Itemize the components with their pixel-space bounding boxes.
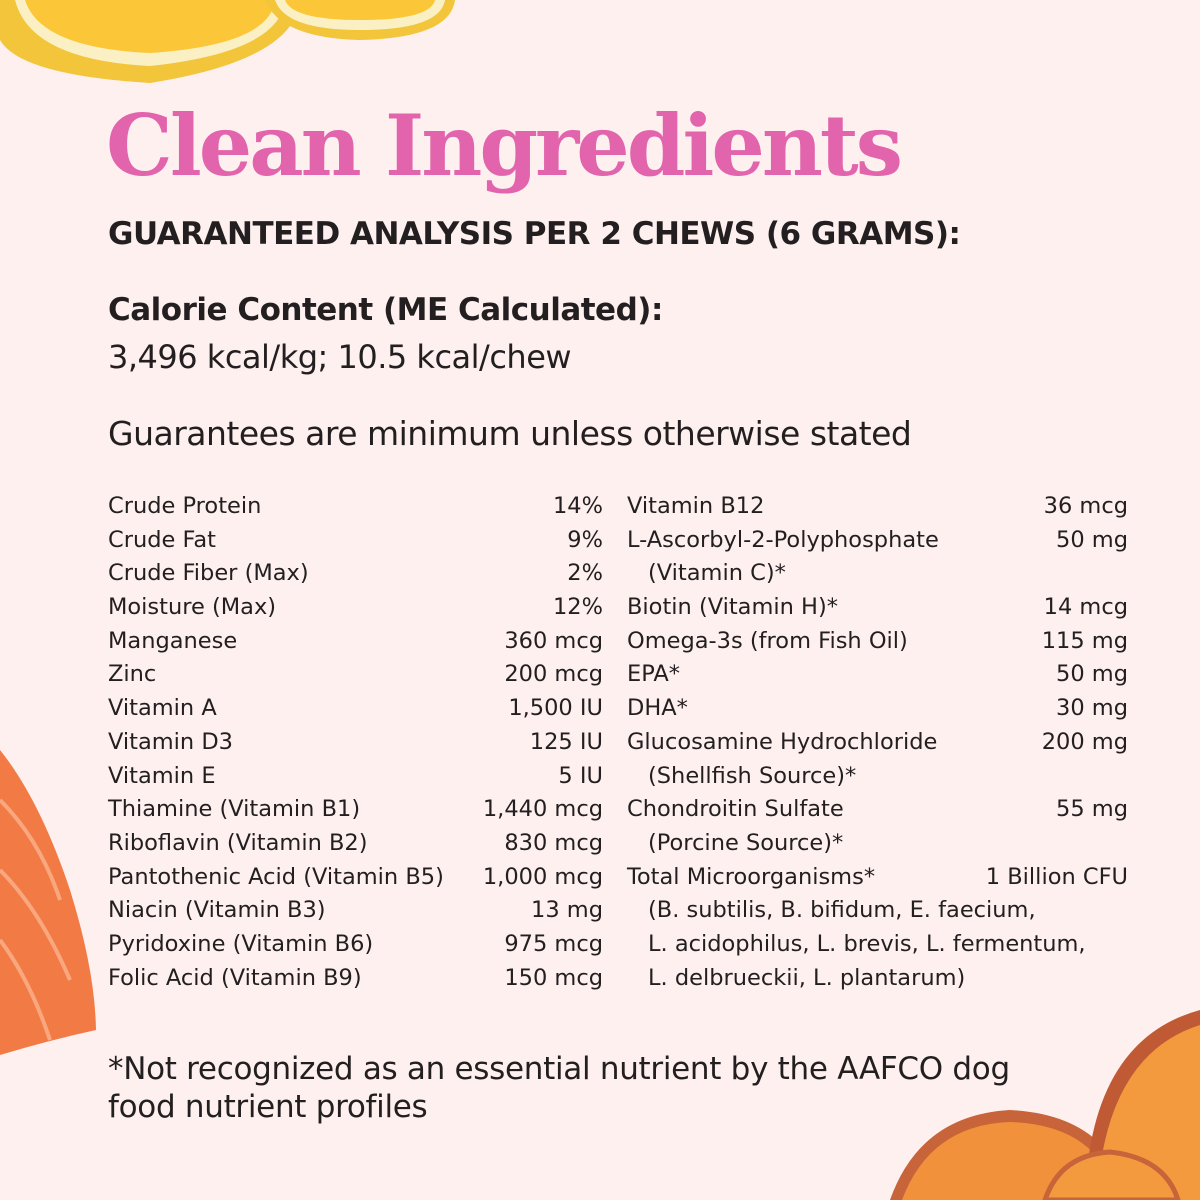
nutrient-row: (B. subtilis, B. bifidum, E. faecium,	[627, 894, 1128, 928]
nutrient-name: (Vitamin C)*	[648, 560, 786, 587]
nutrient-amount: 36 mcg	[1043, 493, 1128, 519]
nutrient-amount: 2%	[567, 560, 603, 587]
nutrient-name: L. delbrueckii, L. plantarum)	[648, 964, 966, 991]
nutrient-name: Manganese	[108, 627, 238, 654]
nutrient-amount: 14%	[552, 493, 603, 519]
nutrient-name: Chondroitin Sulfate	[627, 796, 844, 823]
nutrient-amount: 1,000 mcg	[482, 863, 603, 890]
nutrient-row: Crude Protein 14%	[108, 490, 603, 524]
nutrient-name: Crude Protein	[108, 493, 262, 519]
nutrient-amount: 150 mcg	[504, 964, 603, 991]
nutrient-row: Pyridoxine (Vitamin B6) 975 mcg	[108, 928, 603, 962]
nutrient-row: Chondroitin Sulfate 55 mg	[627, 793, 1128, 827]
page-title: Clean Ingredients	[106, 96, 903, 195]
nutrient-name: Crude Fiber (Max)	[108, 560, 309, 587]
nutrient-row: Moisture (Max) 12%	[108, 591, 603, 625]
nutrient-name: Folic Acid (Vitamin B9)	[108, 964, 362, 991]
nutrient-name: Vitamin B12	[627, 493, 765, 519]
calorie-content-label: Calorie Content (ME Calculated):	[108, 292, 663, 328]
nutrient-amount: 13 mg	[531, 897, 603, 924]
nutrient-row: Thiamine (Vitamin B1) 1,440 mcg	[108, 793, 603, 827]
nutrient-row: (Shellfish Source)*	[627, 760, 1128, 794]
nutrient-name: Riboflavin (Vitamin B2)	[108, 829, 368, 856]
nutrient-amount: 12%	[552, 594, 603, 621]
lemon-slices-image	[0, 0, 455, 83]
nutrient-name: Total Microorganisms*	[627, 863, 876, 890]
nutrient-row: DHA* 30 mg	[627, 692, 1128, 726]
nutrient-name: Vitamin A	[108, 695, 217, 722]
salmon-image	[0, 750, 96, 1055]
nutrient-name: DHA*	[627, 695, 688, 722]
nutrient-row: EPA* 50 mg	[627, 658, 1128, 692]
nutrient-row: Vitamin D3 125 IU	[108, 726, 603, 760]
nutrient-amount: 9%	[567, 526, 603, 553]
nutrient-row: Total Microorganisms* 1 Billion CFU	[627, 861, 1128, 895]
nutrient-name: L. acidophilus, L. brevis, L. fermentum,	[648, 930, 1086, 957]
nutrient-amount: 1,440 mcg	[482, 796, 603, 823]
nutrient-name: Glucosamine Hydrochloride	[627, 728, 938, 755]
nutrient-name: Omega-3s (from Fish Oil)	[627, 627, 908, 654]
nutrient-amount: 975 mcg	[504, 930, 603, 957]
nutrient-row: Crude Fiber (Max) 2%	[108, 557, 603, 591]
nutrient-row: Vitamin B12 36 mcg	[627, 490, 1128, 524]
nutrient-row: Niacin (Vitamin B3) 13 mg	[108, 894, 603, 928]
nutrient-name: Zinc	[108, 661, 157, 688]
nutrient-amount: 115 mg	[1041, 627, 1128, 654]
nutrient-amount: 830 mcg	[504, 829, 603, 856]
nutrient-amount: 200 mg	[1041, 728, 1128, 755]
nutrient-amount: 55 mg	[1056, 796, 1128, 823]
nutrient-row: L. acidophilus, L. brevis, L. fermentum,	[627, 928, 1128, 962]
nutrient-row: Pantothenic Acid (Vitamin B5) 1,000 mcg	[108, 861, 603, 895]
nutrient-name: Pyridoxine (Vitamin B6)	[108, 930, 374, 957]
nutrient-row: Riboflavin (Vitamin B2) 830 mcg	[108, 827, 603, 861]
nutrient-table-right: Vitamin B12 36 mcg L-Ascorbyl-2-Polyphosph…	[627, 490, 1128, 995]
nutrient-name: Biotin (Vitamin H)*	[627, 594, 839, 621]
sweet-potato-image	[890, 1010, 1200, 1200]
nutrient-row: Crude Fat 9%	[108, 524, 603, 558]
nutrient-amount: 14 mcg	[1043, 594, 1128, 621]
nutrient-row: L-Ascorbyl-2-Polyphosphate 50 mg	[627, 524, 1128, 558]
nutrient-name: Moisture (Max)	[108, 594, 277, 621]
nutrient-name: Crude Fat	[108, 526, 216, 553]
nutrient-amount: 200 mcg	[504, 661, 603, 688]
nutrient-name: EPA*	[627, 661, 680, 688]
nutrient-amount: 5 IU	[558, 762, 603, 789]
nutrient-row: Vitamin E 5 IU	[108, 760, 603, 794]
nutrient-name: (Shellfish Source)*	[648, 762, 857, 789]
nutrient-amount: 1 Billion CFU	[985, 863, 1128, 890]
nutrient-name: Thiamine (Vitamin B1)	[108, 796, 361, 823]
nutrient-name: L-Ascorbyl-2-Polyphosphate	[627, 526, 939, 553]
nutrient-row: L. delbrueckii, L. plantarum)	[627, 962, 1128, 996]
nutrient-row: Omega-3s (from Fish Oil) 115 mg	[627, 625, 1128, 659]
nutrient-name: Vitamin D3	[108, 728, 233, 755]
nutrient-amount: 1,500 IU	[508, 695, 603, 722]
nutrient-row: Glucosamine Hydrochloride 200 mg	[627, 726, 1128, 760]
nutrient-table-left: Crude Protein 14% Crude Fat 9% Crude Fiber (…	[108, 490, 603, 995]
guaranteed-analysis-heading: GUARANTEED ANALYSIS PER 2 CHEWS (6 GRAMS…	[108, 216, 961, 252]
nutrient-row: Folic Acid (Vitamin B9) 150 mcg	[108, 962, 603, 996]
nutrient-amount: 360 mcg	[504, 627, 603, 654]
nutrient-row: Zinc 200 mcg	[108, 658, 603, 692]
nutrient-name: (Porcine Source)*	[648, 829, 844, 856]
nutrient-amount: 125 IU	[529, 728, 603, 755]
calorie-content-value: 3,496 kcal/kg; 10.5 kcal/chew	[108, 338, 572, 376]
nutrient-name: Niacin (Vitamin B3)	[108, 897, 326, 924]
nutrient-row: Biotin (Vitamin H)* 14 mcg	[627, 591, 1128, 625]
nutrient-name: (B. subtilis, B. bifidum, E. faecium,	[648, 897, 1036, 924]
nutrient-amount: 50 mg	[1056, 526, 1128, 553]
nutrient-name: Vitamin E	[108, 762, 216, 789]
footnote: *Not recognized as an essential nutrient…	[108, 1051, 1010, 1125]
nutrient-row: Manganese 360 mcg	[108, 625, 603, 659]
nutrient-amount: 30 mg	[1056, 695, 1128, 722]
nutrient-row: (Porcine Source)*	[627, 827, 1128, 861]
nutrient-row: (Vitamin C)*	[627, 557, 1128, 591]
guarantee-note: Guarantees are minimum unless otherwise …	[108, 414, 912, 453]
nutrient-row: Vitamin A 1,500 IU	[108, 692, 603, 726]
nutrient-name: Pantothenic Acid (Vitamin B5)	[108, 863, 444, 890]
nutrient-amount: 50 mg	[1056, 661, 1128, 688]
